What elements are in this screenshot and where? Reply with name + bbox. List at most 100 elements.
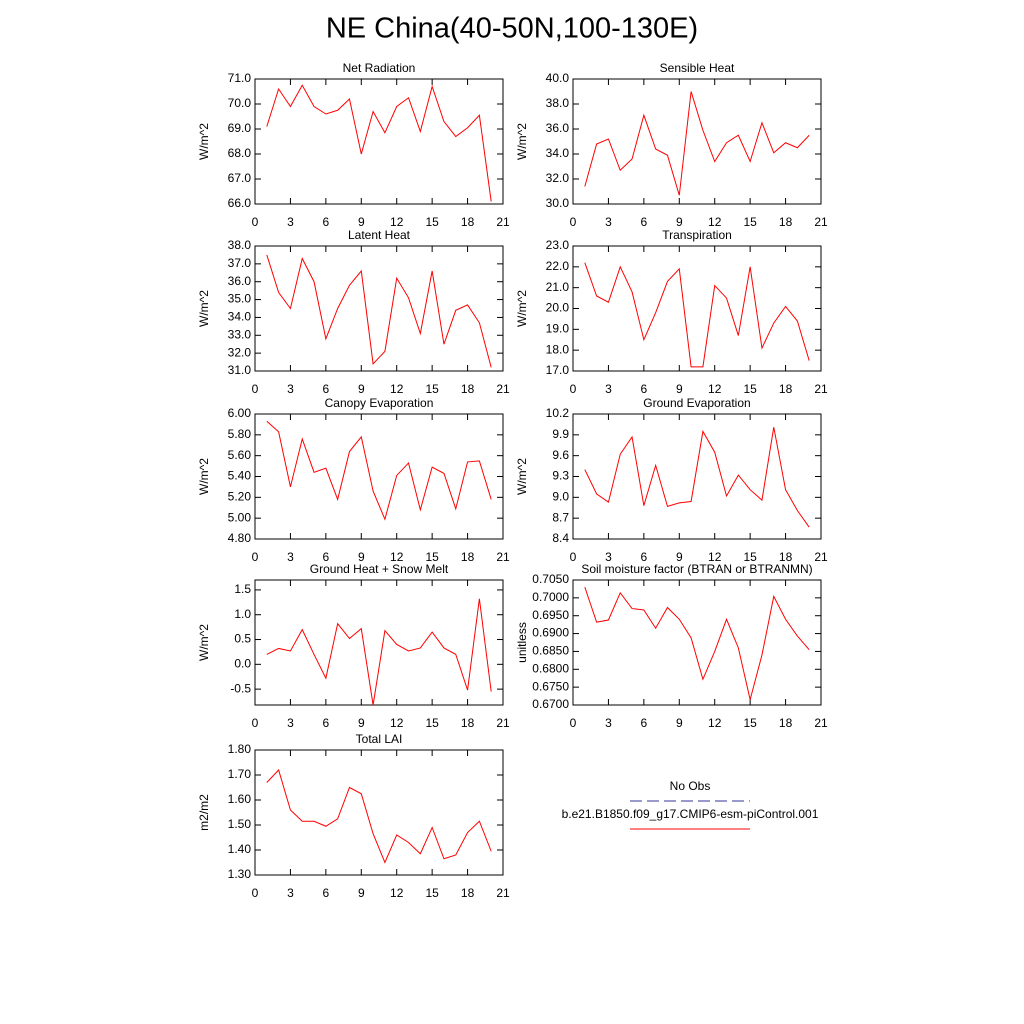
y-tick-label: 30.0 <box>546 196 570 210</box>
x-tick-label: 21 <box>814 382 828 396</box>
x-tick-label: 9 <box>676 716 683 730</box>
y-tick-label: 8.4 <box>552 531 569 545</box>
y-tick-label: 1.30 <box>228 867 252 881</box>
x-tick-label: 0 <box>570 382 577 396</box>
x-tick-label: 6 <box>641 215 648 229</box>
y-axis-label: W/m^2 <box>515 123 529 160</box>
panel-title: Ground Evaporation <box>643 396 750 410</box>
x-tick-label: 6 <box>323 550 330 564</box>
y-tick-label: 0.6750 <box>532 679 569 693</box>
y-tick-label: 33.0 <box>228 327 252 341</box>
x-tick-label: 0 <box>252 382 259 396</box>
x-tick-label: 12 <box>708 215 722 229</box>
x-tick-label: 3 <box>605 550 612 564</box>
y-tick-label: 1.0 <box>234 607 251 621</box>
figure-title: NE China(40-50N,100-130E) <box>326 13 698 45</box>
x-tick-label: 9 <box>358 382 365 396</box>
plot-frame <box>572 78 822 205</box>
y-tick-label: 38.0 <box>228 238 252 252</box>
x-tick-label: 6 <box>641 550 648 564</box>
x-tick-label: 15 <box>743 716 757 730</box>
x-tick-label: 12 <box>708 716 722 730</box>
data-line <box>266 598 492 706</box>
y-tick-label: 70.0 <box>228 96 252 110</box>
x-tick-label: 21 <box>814 550 828 564</box>
plot-frame <box>254 579 504 706</box>
y-tick-label: 66.0 <box>228 196 252 210</box>
y-axis-label: m2/m2 <box>197 794 211 831</box>
x-tick-label: 9 <box>358 716 365 730</box>
y-tick-label: 36.0 <box>546 121 570 135</box>
x-tick-label: 12 <box>708 382 722 396</box>
x-tick-label: 12 <box>390 550 404 564</box>
x-tick-label: 0 <box>252 716 259 730</box>
y-tick-label: 0.6700 <box>532 697 569 711</box>
y-tick-label: -0.5 <box>230 681 251 695</box>
y-tick-label: 9.0 <box>552 490 569 504</box>
x-tick-label: 12 <box>390 382 404 396</box>
x-tick-label: 21 <box>814 215 828 229</box>
x-tick-label: 21 <box>496 886 510 900</box>
y-tick-label: 8.7 <box>552 510 569 524</box>
panel-title: Canopy Evaporation <box>325 396 434 410</box>
x-tick-label: 0 <box>252 215 259 229</box>
x-tick-label: 3 <box>605 716 612 730</box>
x-tick-label: 18 <box>461 215 475 229</box>
y-axis-label: W/m^2 <box>197 290 211 327</box>
x-tick-label: 6 <box>323 886 330 900</box>
y-tick-label: 0.0 <box>234 656 251 670</box>
y-tick-label: 0.6850 <box>532 644 569 658</box>
y-tick-label: 32.0 <box>228 345 252 359</box>
y-tick-label: 20.0 <box>546 301 570 315</box>
y-tick-label: 32.0 <box>546 171 570 185</box>
x-tick-label: 12 <box>708 550 722 564</box>
x-tick-label: 21 <box>496 382 510 396</box>
panel-title: Soil moisture factor (BTRAN or BTRANMN) <box>581 562 812 576</box>
x-tick-label: 15 <box>743 215 757 229</box>
x-tick-label: 9 <box>676 215 683 229</box>
x-tick-label: 21 <box>814 716 828 730</box>
y-tick-label: 5.20 <box>228 490 252 504</box>
y-tick-label: 1.40 <box>228 842 252 856</box>
x-tick-label: 15 <box>425 382 439 396</box>
x-tick-label: 15 <box>743 382 757 396</box>
x-tick-label: 6 <box>323 382 330 396</box>
data-line <box>584 262 810 368</box>
x-tick-label: 15 <box>425 215 439 229</box>
x-tick-label: 18 <box>779 215 793 229</box>
y-tick-label: 5.40 <box>228 469 252 483</box>
x-tick-label: 18 <box>779 382 793 396</box>
y-tick-label: 10.2 <box>546 406 570 420</box>
y-axis-label: W/m^2 <box>197 624 211 661</box>
x-tick-label: 15 <box>425 550 439 564</box>
plot-frame <box>254 749 504 876</box>
y-tick-label: 1.50 <box>228 817 252 831</box>
x-tick-label: 18 <box>461 382 475 396</box>
x-tick-label: 18 <box>779 716 793 730</box>
y-tick-label: 22.0 <box>546 259 570 273</box>
x-tick-label: 0 <box>570 716 577 730</box>
y-tick-label: 35.0 <box>228 292 252 306</box>
y-tick-label: 23.0 <box>546 238 570 252</box>
x-tick-label: 3 <box>287 550 294 564</box>
y-tick-label: 21.0 <box>546 280 570 294</box>
x-tick-label: 15 <box>425 886 439 900</box>
y-tick-label: 4.80 <box>228 531 252 545</box>
data-line <box>266 84 492 202</box>
y-tick-label: 9.3 <box>552 469 569 483</box>
y-tick-label: 0.5 <box>234 632 251 646</box>
data-line <box>584 586 810 700</box>
y-tick-label: 36.0 <box>228 274 252 288</box>
y-axis-label: W/m^2 <box>515 458 529 495</box>
data-line <box>266 769 492 864</box>
y-axis-label: W/m^2 <box>197 458 211 495</box>
x-tick-label: 18 <box>461 886 475 900</box>
y-tick-label: 0.7050 <box>532 572 569 586</box>
y-axis-label: W/m^2 <box>197 123 211 160</box>
y-tick-label: 69.0 <box>228 121 252 135</box>
y-tick-label: 5.00 <box>228 510 252 524</box>
y-tick-label: 34.0 <box>546 146 570 160</box>
x-tick-label: 6 <box>641 716 648 730</box>
x-tick-label: 3 <box>287 215 294 229</box>
x-tick-label: 6 <box>641 382 648 396</box>
